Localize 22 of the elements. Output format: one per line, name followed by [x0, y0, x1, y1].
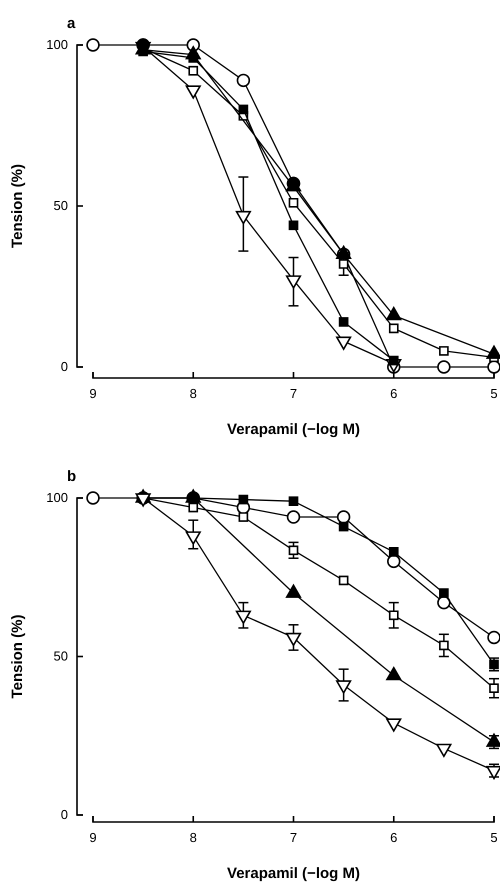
- x-axis-title: Verapamil (−log M): [227, 421, 360, 438]
- x-tick-label: 7: [290, 830, 298, 845]
- x-tick-label: 8: [190, 386, 197, 401]
- y-tick-label: 0: [60, 359, 68, 374]
- y-tick-label: 100: [46, 490, 68, 506]
- x-tick-label: 5: [490, 830, 498, 845]
- x-tick-label: 6: [390, 830, 398, 845]
- y-tick-label: 50: [54, 198, 68, 214]
- x-tick-label: 6: [390, 386, 398, 401]
- y-tick-label: 100: [46, 37, 68, 52]
- y-axis-title: Tension (%): [9, 614, 26, 698]
- x-tick-label: 8: [190, 830, 197, 845]
- x-tick-label: 7: [290, 386, 298, 401]
- y-tick-label: 0: [60, 807, 68, 822]
- x-tick-label: 5: [490, 386, 498, 401]
- x-axis-title: Verapamil (−log M): [227, 865, 360, 882]
- x-tick-label: 9: [89, 386, 97, 401]
- x-tick-label: 9: [89, 830, 97, 845]
- chart-title: b: [67, 468, 76, 485]
- chart-title: a: [67, 15, 76, 32]
- y-tick-label: 50: [54, 648, 68, 664]
- y-axis-title: Tension (%): [9, 164, 26, 248]
